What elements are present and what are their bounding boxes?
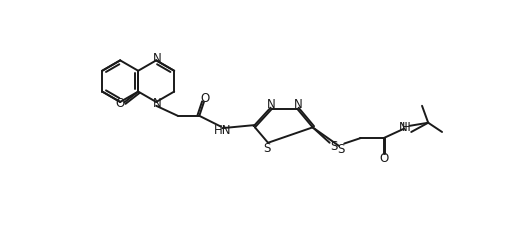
- Text: H: H: [402, 121, 411, 134]
- Text: O: O: [201, 92, 210, 105]
- Text: S: S: [337, 143, 345, 156]
- Text: O: O: [116, 97, 125, 110]
- Text: N: N: [267, 98, 276, 111]
- Text: N: N: [398, 121, 407, 134]
- Text: N: N: [153, 97, 161, 110]
- Text: N: N: [294, 98, 302, 111]
- Text: S: S: [263, 142, 271, 155]
- Text: HN: HN: [214, 124, 231, 137]
- Text: N: N: [153, 52, 161, 65]
- Text: S: S: [330, 140, 338, 153]
- Text: O: O: [379, 152, 388, 165]
